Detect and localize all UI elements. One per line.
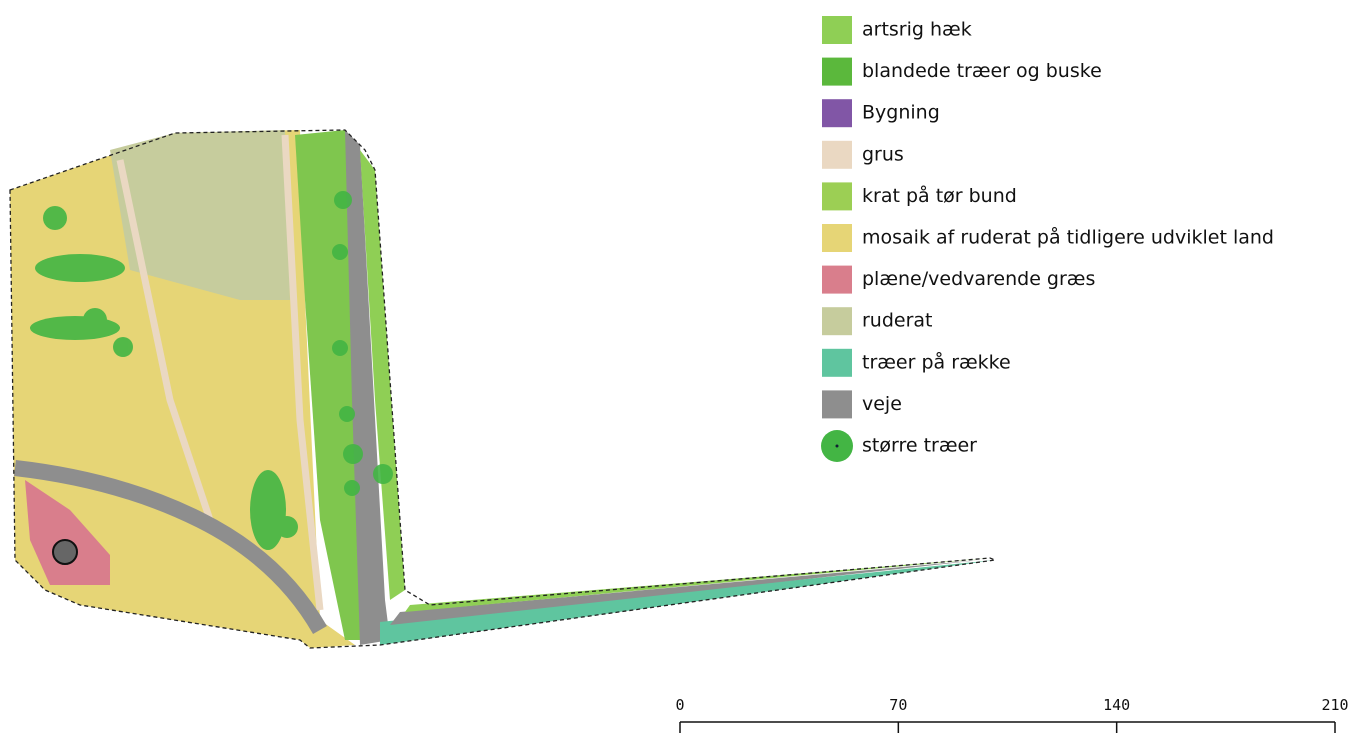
legend-swatch <box>822 390 852 418</box>
building <box>53 540 77 564</box>
area-road <box>390 560 980 625</box>
legend-swatch <box>822 58 852 86</box>
scale-label: 140 <box>1103 696 1130 714</box>
legend-label: veje <box>862 393 902 415</box>
legend-label: artsrig hæk <box>862 19 972 41</box>
legend-label: grus <box>862 143 904 165</box>
legend-swatch <box>822 307 852 335</box>
legend-label: større træer <box>862 435 977 457</box>
legend-swatch <box>822 266 852 294</box>
scale-label: 0 <box>675 696 684 714</box>
legend-swatch <box>822 224 852 252</box>
scale-label: 210 <box>1321 696 1348 714</box>
legend-label: mosaik af ruderat på tidligere udviklet … <box>862 226 1274 249</box>
legend-label: plæne/vedvarende græs <box>862 268 1095 290</box>
legend-label: blandede træer og buske <box>862 60 1102 82</box>
legend-swatch <box>822 16 852 44</box>
map-view: artsrig hæk blandede træer og buske Bygnin… <box>0 0 1368 733</box>
scale-bar: 0 70 140 210 <box>675 696 1348 733</box>
legend-swatch <box>822 141 852 169</box>
legend-swatch <box>822 182 852 210</box>
legend-swatch <box>822 99 852 127</box>
legend-label: ruderat <box>862 310 933 332</box>
legend-label: Bygning <box>862 102 940 124</box>
legend-symbol-dot <box>836 445 839 448</box>
legend-swatch <box>822 349 852 377</box>
legend-label: krat på tør bund <box>862 184 1017 207</box>
legend-label: træer på række <box>862 350 1011 373</box>
scale-label: 70 <box>889 696 907 714</box>
